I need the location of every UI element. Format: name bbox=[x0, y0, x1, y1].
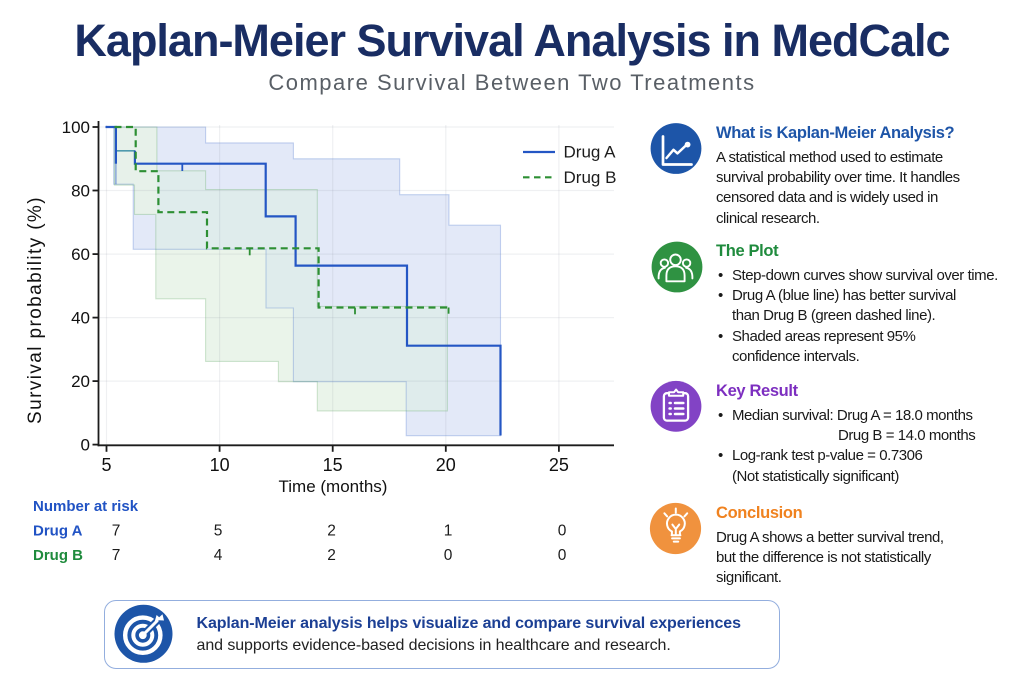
svg-text:60: 60 bbox=[71, 245, 90, 264]
svg-text:1: 1 bbox=[444, 523, 453, 540]
svg-text:Drug A: Drug A bbox=[33, 523, 83, 540]
svg-text:0: 0 bbox=[558, 547, 567, 564]
svg-text:2: 2 bbox=[327, 547, 336, 564]
svg-text:Number at risk: Number at risk bbox=[33, 498, 139, 515]
svg-text:Time (months): Time (months) bbox=[279, 477, 388, 496]
svg-text:25: 25 bbox=[549, 455, 569, 475]
svg-text:100: 100 bbox=[62, 118, 90, 137]
svg-text:5: 5 bbox=[214, 523, 223, 540]
svg-text:Drug B: Drug B bbox=[33, 547, 83, 564]
svg-text:0: 0 bbox=[444, 547, 453, 564]
svg-text:0: 0 bbox=[81, 436, 90, 455]
svg-text:Drug A: Drug A bbox=[564, 143, 617, 162]
svg-text:5: 5 bbox=[101, 455, 111, 475]
svg-text:80: 80 bbox=[71, 182, 90, 201]
svg-text:15: 15 bbox=[323, 455, 343, 475]
svg-text:7: 7 bbox=[112, 523, 121, 540]
svg-text:40: 40 bbox=[71, 309, 90, 328]
svg-text:2: 2 bbox=[327, 523, 336, 540]
svg-text:7: 7 bbox=[112, 547, 121, 564]
svg-text:20: 20 bbox=[436, 455, 456, 475]
svg-text:10: 10 bbox=[210, 455, 230, 475]
svg-text:Drug B: Drug B bbox=[564, 168, 617, 187]
svg-text:20: 20 bbox=[71, 372, 90, 391]
svg-text:Survival probability (%): Survival probability (%) bbox=[25, 196, 46, 424]
svg-text:0: 0 bbox=[558, 523, 567, 540]
svg-text:4: 4 bbox=[214, 547, 223, 564]
